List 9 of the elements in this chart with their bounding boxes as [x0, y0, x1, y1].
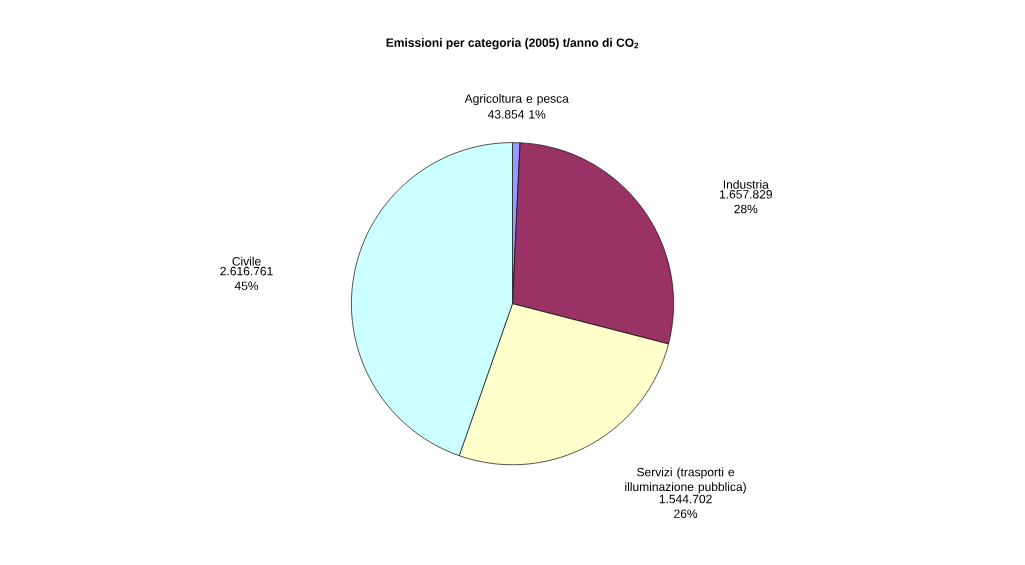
- data-label: 2.616.761 45%: [220, 267, 273, 291]
- data-label: 43.854 1%: [487, 110, 546, 119]
- slice-label: Agricoltura e pesca: [464, 94, 569, 106]
- slice-label: Servizi (trasporti e illuminazione pubblica): [625, 467, 746, 494]
- slice-label: Civile: [232, 256, 261, 266]
- data-label: 1.544.702 26%: [659, 494, 712, 519]
- data-label: 1.657.829 28%: [720, 190, 772, 214]
- slice-label: Industria: [723, 180, 769, 189]
- chart-title: Emissioni per categoria (2005) t/anno di CO$_{2}$: [386, 38, 639, 50]
